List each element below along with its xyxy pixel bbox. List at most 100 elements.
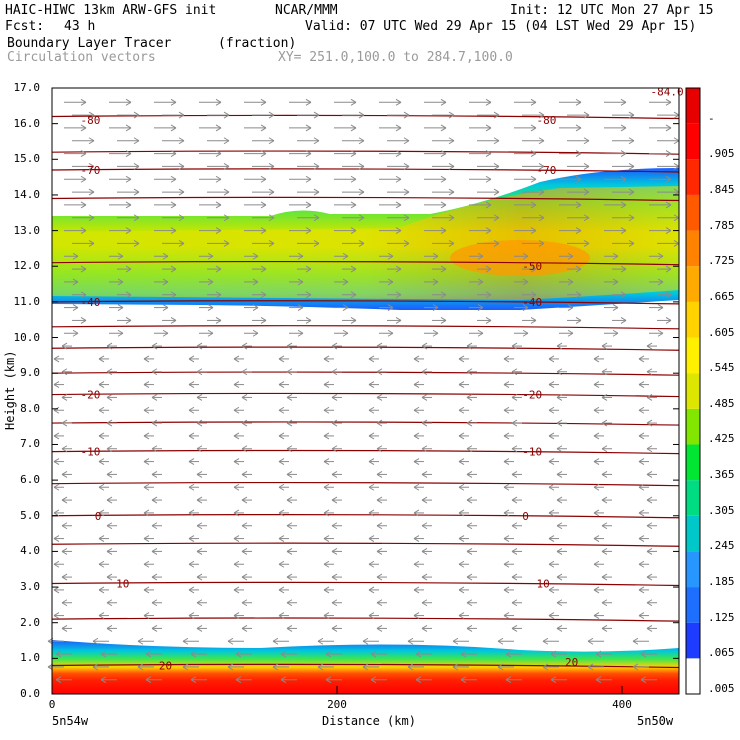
vector-arrow: [362, 663, 379, 671]
isotherm-line: [51, 663, 680, 669]
vector-arrow: [199, 278, 214, 286]
vector-arrow: [196, 522, 207, 530]
vector-arrow: [162, 111, 185, 119]
vector-arrow: [151, 342, 162, 350]
vector-arrow: [98, 406, 109, 414]
vector-arrow: [612, 137, 635, 145]
vector-arrow: [649, 175, 672, 183]
vector-arrow: [368, 586, 379, 594]
y-tick-label: 16.0: [13, 116, 41, 130]
vector-arrow: [278, 406, 289, 414]
isotherm-line: [51, 196, 680, 202]
colorbar-label: .725: [708, 254, 735, 268]
vector-arrow: [196, 496, 207, 504]
colorbar-swatch: [686, 373, 700, 409]
vector-arrow: [559, 304, 574, 312]
vector-arrow: [368, 535, 379, 543]
vector-arrow: [190, 676, 207, 684]
vector-arrow: [556, 624, 567, 632]
vector-arrow: [612, 162, 635, 170]
vector-arrow: [458, 381, 469, 389]
model-title: HAIC-HIWC 13km ARW-GFS init: [5, 3, 217, 18]
colorbar-label: .365: [708, 468, 735, 482]
vector-arrow: [196, 342, 207, 350]
vector-arrow: [514, 201, 537, 209]
vector-arrow: [286, 496, 297, 504]
isotherm-line: [51, 392, 680, 398]
vector-arrow: [323, 381, 334, 389]
colorbar-swatch: [686, 480, 700, 516]
vector-arrow: [323, 432, 334, 440]
vector-arrow: [53, 535, 64, 543]
vector-arrow: [503, 381, 514, 389]
vector-arrow: [207, 137, 230, 145]
x-axis-ticks: [51, 686, 623, 694]
vector-arrow: [64, 124, 87, 132]
vector-arrow: [331, 470, 342, 478]
vector-arrow: [421, 573, 432, 581]
vector-arrow: [379, 201, 402, 209]
vector-arrow: [98, 535, 109, 543]
vector-arrow: [286, 522, 297, 530]
vector-arrow: [424, 329, 439, 337]
vector-arrow: [424, 175, 447, 183]
vector-arrow: [233, 355, 244, 363]
vector-arrow: [278, 509, 289, 517]
vector-arrow: [72, 291, 87, 299]
init-time: Init: 12 UTC Mon 27 Apr 15: [510, 3, 714, 18]
vector-arrow: [244, 329, 259, 337]
vector-arrow: [601, 599, 612, 607]
vector-arrow: [331, 573, 342, 581]
vector-arrow: [413, 612, 424, 620]
vector-arrow: [323, 612, 334, 620]
vector-arrow: [278, 355, 289, 363]
colorbar-label: .485: [708, 396, 735, 410]
colorbar-label: .545: [708, 361, 735, 375]
vector-arrow: [432, 239, 455, 247]
vector-arrow: [154, 201, 177, 209]
y-tick-label: 7.0: [20, 437, 40, 451]
vector-arrow: [252, 137, 275, 145]
vector-arrow: [334, 329, 349, 337]
isotherm-line: [51, 542, 680, 547]
vector-arrow: [323, 560, 334, 568]
vector-arrow: [297, 239, 320, 247]
vector-arrow: [379, 329, 394, 337]
vector-arrow: [323, 406, 334, 414]
vector-arrow: [505, 676, 522, 684]
vector-arrow: [638, 509, 649, 517]
vector-arrow: [143, 406, 154, 414]
vector-arrow: [342, 137, 365, 145]
vector-arrow: [559, 278, 574, 286]
vector-arrow: [196, 393, 207, 401]
vector-arrow: [278, 458, 289, 466]
vector-arrow: [151, 496, 162, 504]
vector-arrow: [511, 445, 522, 453]
vector-arrow: [646, 624, 657, 632]
vector-arrow: [188, 406, 199, 414]
vector-arrow: [556, 470, 567, 478]
vector-arrow: [289, 278, 304, 286]
vector-arrow: [331, 599, 342, 607]
vector-arrow: [233, 509, 244, 517]
vector-arrow: [199, 304, 214, 312]
vector-arrow: [289, 329, 304, 337]
isotherm-label: -70: [81, 164, 101, 177]
vector-arrow: [466, 522, 477, 530]
vector-arrow: [368, 483, 379, 491]
vector-arrow: [376, 599, 387, 607]
vector-arrow: [567, 291, 582, 299]
vector-arrow: [421, 393, 432, 401]
vector-arrow: [522, 291, 537, 299]
isotherm-label: 0: [522, 510, 529, 523]
vector-arrow: [593, 406, 604, 414]
vector-arrow: [162, 239, 185, 247]
vector-arrow: [53, 509, 64, 517]
vector-arrow: [162, 214, 185, 222]
vector-arrow: [522, 239, 545, 247]
vector-arrow: [421, 342, 432, 350]
vector-arrow: [601, 522, 612, 530]
xsect-coords: XY= 251.0,100.0 to 284.7,100.0: [278, 50, 513, 65]
vector-arrow: [522, 316, 537, 324]
